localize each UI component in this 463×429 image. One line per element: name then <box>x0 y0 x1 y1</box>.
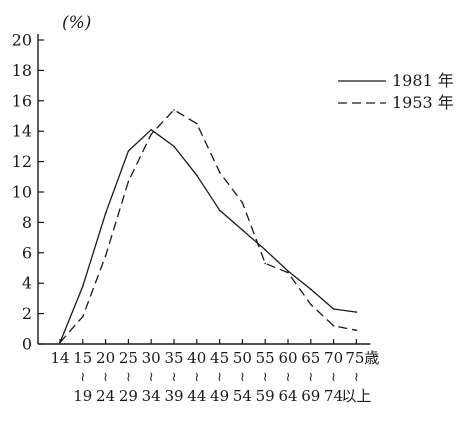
data-point <box>332 308 335 310</box>
data-point <box>241 201 244 204</box>
data-point <box>355 329 358 332</box>
x-tick-label-end: 69 <box>301 387 320 405</box>
x-tick-range-separator: ≀ <box>194 370 199 385</box>
data-point <box>218 171 221 174</box>
x-tick-label-start: 70 <box>324 349 343 367</box>
x-tick-label-end: 54 <box>233 387 252 405</box>
x-tick-range-separator: ≀ <box>126 370 131 385</box>
y-tick-label: 2 <box>22 304 32 323</box>
data-point <box>241 229 244 231</box>
y-tick-label: 0 <box>22 335 32 354</box>
x-tick-label-start: 45 <box>210 349 229 367</box>
data-point <box>150 133 152 136</box>
x-tick-range-separator: ≀ <box>217 370 222 385</box>
y-tick-label: 6 <box>22 243 32 262</box>
data-point <box>310 303 312 306</box>
axes <box>37 34 371 345</box>
data-point <box>104 212 107 215</box>
y-tick-label: 4 <box>22 274 32 293</box>
x-tick-range-separator: ≀ <box>286 370 291 385</box>
data-point <box>104 255 107 257</box>
x-tick-label-start: 50 <box>233 349 252 367</box>
legend: 1981 年 1953 年 <box>338 71 454 112</box>
x-tick-label-end: 49 <box>210 387 229 405</box>
y-tick-label: 14 <box>12 122 32 141</box>
x-tick-label-end: 29 <box>119 387 138 405</box>
data-point <box>59 341 61 344</box>
x-tick-label-end: 64 <box>278 387 297 405</box>
data-point <box>127 150 130 152</box>
data-point <box>82 285 84 288</box>
x-tick-label-start: 15 <box>73 349 92 367</box>
x-tick-label-start: 60 <box>278 349 297 367</box>
x-ticks: 14 15 ≀ 19 20 ≀ 24 25 ≀ 29 30 ≀ 34 35 ≀ 39 40 ≀ 44 45 ≀ 49 50 ≀… <box>50 339 379 405</box>
x-tick-range-separator: ≀ <box>263 370 268 385</box>
x-tick-range-separator: ≀ <box>308 370 313 385</box>
y-unit-label: (%) <box>62 13 91 33</box>
data-point <box>310 288 312 291</box>
x-tick-range-separator: ≀ <box>80 370 85 385</box>
x-tick-label-end: 39 <box>164 387 183 405</box>
y-tick-label: 20 <box>12 31 32 50</box>
x-tick-range-separator: ≀ <box>240 370 245 385</box>
y-tick-label: 8 <box>22 213 32 232</box>
x-tick-range-separator: ≀ <box>103 370 108 385</box>
x-tick-label-end: 34 <box>142 387 161 405</box>
data-point <box>173 145 175 148</box>
data-point <box>218 209 221 212</box>
data-point <box>264 248 267 251</box>
x-tick-label-end: 59 <box>256 387 275 405</box>
data-point <box>264 262 267 265</box>
series-line-1981 <box>59 129 357 343</box>
data-point <box>287 270 289 272</box>
x-tick-label-start: 14 <box>50 349 69 367</box>
data-point <box>287 271 289 274</box>
x-tick-range-separator: ≀ <box>354 370 359 385</box>
x-tick-label-end: 19 <box>73 387 92 405</box>
series-line-1953 <box>59 109 357 343</box>
x-tick-label-start: 55 <box>256 349 275 367</box>
x-tick-label-start: 75歳 <box>345 349 379 367</box>
y-tick-label: 10 <box>12 183 32 202</box>
x-tick-range-separator: ≀ <box>172 370 177 385</box>
x-tick-label-end: 44 <box>187 387 206 405</box>
data-point <box>332 324 335 327</box>
y-tick-label: 12 <box>12 152 32 171</box>
x-tick-range-separator: ≀ <box>331 370 336 385</box>
data-point <box>196 174 198 177</box>
x-tick-label-start: 20 <box>96 349 115 367</box>
x-tick-label-start: 30 <box>142 349 161 367</box>
x-tick-label-end: 24 <box>96 387 115 405</box>
x-tick-range-separator: ≀ <box>149 370 154 385</box>
x-tick-label-end: 以上 <box>341 387 371 405</box>
data-point <box>127 180 130 183</box>
x-tick-label-end: 74 <box>324 387 343 405</box>
x-tick-label-start: 35 <box>164 349 183 367</box>
legend-label: 1953 年 <box>392 93 454 112</box>
x-tick-label-start: 65 <box>301 349 320 367</box>
y-tick-label: 18 <box>12 61 32 80</box>
data-point <box>173 109 175 111</box>
data-point <box>150 128 152 131</box>
y-ticks: 0 2 4 6 8 10 12 14 16 18 20 <box>12 31 44 354</box>
x-tick-label-start: 40 <box>187 349 206 367</box>
data-point <box>196 122 198 125</box>
legend-label: 1981 年 <box>392 71 454 90</box>
x-tick-label-start: 25 <box>119 349 138 367</box>
series-layer <box>59 109 358 344</box>
data-point <box>82 315 84 318</box>
data-point <box>355 311 358 313</box>
y-tick-label: 16 <box>12 91 32 110</box>
